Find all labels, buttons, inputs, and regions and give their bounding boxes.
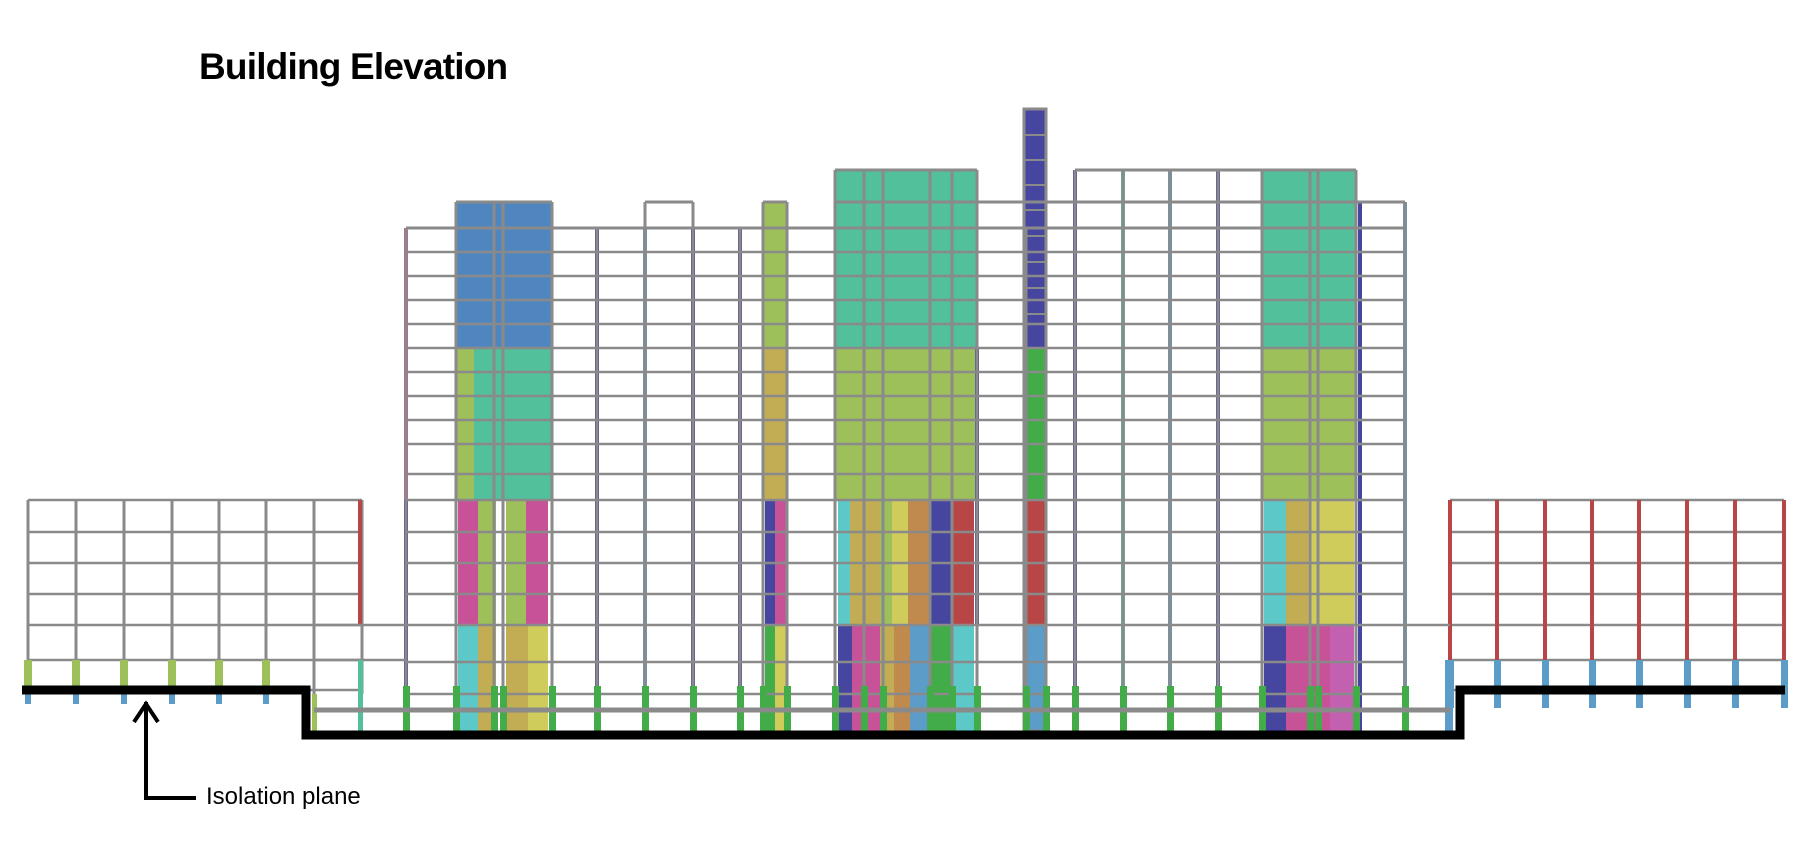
tower-a-base-1: [458, 625, 478, 731]
left-wing-pad-3: [168, 660, 176, 690]
tower-b-base-4: [894, 625, 910, 731]
right-wing-accent-4: [1637, 500, 1641, 660]
tower-a-mid-lime: [456, 348, 474, 500]
isolation-plane-line: [22, 685, 1785, 740]
left-wing-pad-5: [262, 660, 270, 690]
left-wing-right-accent: [358, 500, 362, 625]
left-wing-pad-2: [120, 660, 128, 690]
isolation-plane-arrowhead: [132, 700, 160, 724]
right-wing-accent-3: [1590, 500, 1594, 660]
right-wing-isolator-3: [1589, 660, 1596, 708]
diagram-title: Building Elevation: [199, 46, 508, 87]
spire-mid: [1024, 348, 1046, 500]
accent-column-11: [1358, 202, 1362, 731]
left-wing-isolator-5: [263, 694, 269, 704]
tower-c-base-1: [1264, 625, 1286, 731]
podium-right-col: [1445, 660, 1453, 731]
right-wing-accent-5: [1685, 500, 1689, 660]
left-wing-isolator-1: [73, 694, 79, 704]
isolation-plane-label: Isolation plane: [206, 783, 361, 810]
tower-a-base-4: [528, 625, 548, 731]
right-wing-isolator-1: [1494, 660, 1501, 708]
left-wing-isolator-2: [121, 694, 127, 704]
right-wing-isolator-4: [1636, 660, 1643, 708]
tower-b-base-5: [910, 625, 930, 731]
thin-col-base-1: [765, 625, 775, 731]
left-wing-isolator-0: [25, 694, 31, 704]
isolation-plane-arrow-shaft: [144, 702, 196, 800]
left-wing-pad-0: [24, 660, 32, 690]
right-wing-isolator-6: [1732, 660, 1739, 708]
tower-c-base-4: [1330, 625, 1354, 731]
right-wing-isolator-2: [1542, 660, 1549, 708]
right-wing-accent-2: [1543, 500, 1547, 660]
left-wing-pad-1: [72, 660, 80, 690]
left-wing-pad-4: [215, 660, 223, 690]
right-wing-isolator-5: [1684, 660, 1691, 708]
right-wing-accent-7: [1782, 500, 1786, 660]
tower-a-base-3: [506, 625, 528, 731]
left-wing-isolator-4: [216, 694, 222, 704]
left-wing-isolator-3: [169, 694, 175, 704]
tower-c-base-2: [1286, 625, 1310, 731]
podium-left-col-2: [358, 660, 363, 731]
right-wing-accent-1: [1495, 500, 1499, 660]
right-wing-accent-6: [1733, 500, 1737, 660]
right-wing-isolator-7: [1781, 660, 1788, 708]
tower-b-base-1: [838, 625, 852, 731]
tower-b-upper: [835, 170, 977, 348]
tower-b-base-6: [930, 625, 952, 731]
tower-b-base-7: [952, 625, 974, 731]
right-wing-accent-0: [1448, 500, 1452, 660]
